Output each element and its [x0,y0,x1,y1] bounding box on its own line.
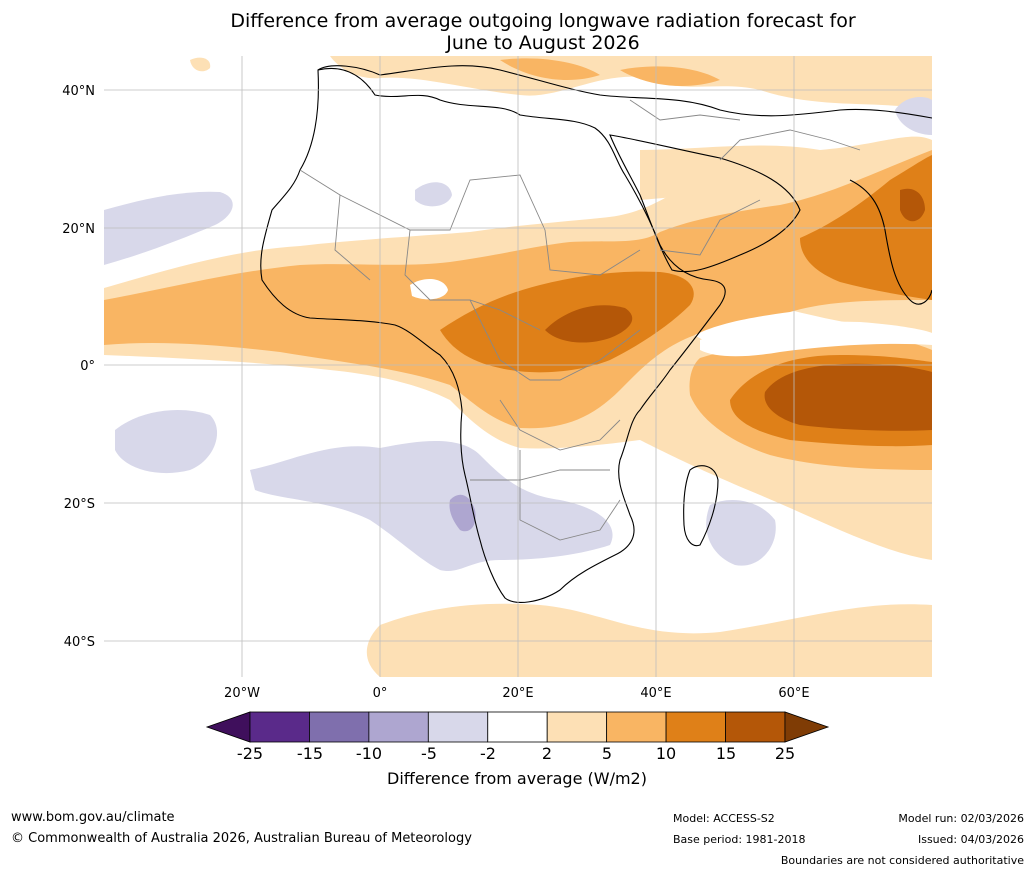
footer-copyright: © Commonwealth of Australia 2026, Austra… [11,831,472,846]
anomaly-15-to-25-central-africa [545,305,633,343]
lon-label: 0° [373,686,388,701]
lon-label: 20°W [224,686,260,701]
colorbar-segment [665,711,726,743]
anomaly-5-to-10-mediterranean [500,58,720,86]
colorbar-tick: -5 [421,744,437,763]
colorbar-segment [368,711,429,743]
colorbar-segment [487,711,548,743]
anomaly-minus2-to-minus5-madagascar-east [706,500,776,566]
colorbar-extend-high [784,711,830,743]
colorbar-tick: 15 [715,744,737,763]
coastline-madagascar [683,465,719,547]
colorbar-title: Difference from average (W/m2) [387,769,647,788]
coastline-arabia [609,134,801,273]
colorbar-tick: 2 [541,744,553,763]
lat-label: 40°N [62,84,95,99]
colorbar-tick: 25 [774,744,796,763]
colorbar [205,711,830,743]
colorbar-segment [427,711,489,743]
anomaly-minus2-to-minus5-sahara [415,182,452,207]
lat-label: 20°S [64,497,95,512]
anomaly-2-to-5-arabia [640,136,932,200]
lon-label: 60°E [778,686,809,701]
colorbar-segment [249,711,310,743]
colorbar-segment [725,711,786,743]
colorbar-extend-low [205,711,251,743]
anomaly-15-to-25-india [900,188,925,222]
anomaly-minus2-to-minus5-caspian [895,97,932,135]
footer-base-period: Base period: 1981-2018 [673,833,806,846]
footer-issued: Issued: 04/03/2026 [917,833,1024,846]
chart-title: Difference from average outgoing longwav… [150,10,936,54]
coastline-europe [317,65,932,119]
title-line-1: Difference from average outgoing longwav… [230,10,856,32]
title-line-2: June to August 2026 [446,32,640,54]
anomaly-2-to-5-mediterranean [330,56,932,110]
colorbar-tick: -15 [296,744,324,763]
longitude-labels: 20°W 0° 20°E 40°E 60°E [224,686,810,701]
anomaly-minus5-to-minus10-southwest-africa [449,494,476,532]
footer-disclaimer: Boundaries are not considered authoritat… [780,854,1024,867]
colorbar-tick: -25 [236,744,264,763]
colorbar-segment [546,711,608,743]
lat-label: 0° [80,359,95,374]
colorbar-segment [606,711,667,743]
anomaly-minus2-to-minus5-southern-africa [250,440,613,572]
footer-url[interactable]: www.bom.gov.au/climate [11,810,175,825]
colorbar-tick: 10 [655,744,677,763]
colorbar-tick: 5 [601,744,613,763]
colorbar-tick: -10 [355,744,383,763]
lat-label: 40°S [64,635,95,650]
coastline-africa [260,67,726,603]
anomaly-10-to-15-india [800,155,932,300]
neutral-pocket-sahel [410,278,448,300]
coastline-india [849,179,932,305]
anomaly-15-to-25-indian-ocean [764,363,932,431]
neutral-pocket-indian-ocean [700,321,932,357]
latitude-labels: 40°N 20°N 0° 20°S 40°S [62,84,95,650]
coastlines [260,65,932,603]
anomaly-2-to-5-southern-ocean [366,603,932,677]
lon-label: 40°E [640,686,671,701]
footer-model-run: Model run: 02/03/2026 [898,812,1024,825]
anomaly-2-to-5-small-patch [190,57,211,72]
anomaly-minus2-to-minus5-atlantic-south [115,410,218,474]
footer-model: Model: ACCESS-S2 [673,812,775,825]
colorbar-tick: -2 [480,744,496,763]
colorbar-segment [309,711,370,743]
lat-label: 20°N [62,222,95,237]
lon-label: 20°E [502,686,533,701]
country-borders [299,99,861,541]
graticule [104,56,932,677]
